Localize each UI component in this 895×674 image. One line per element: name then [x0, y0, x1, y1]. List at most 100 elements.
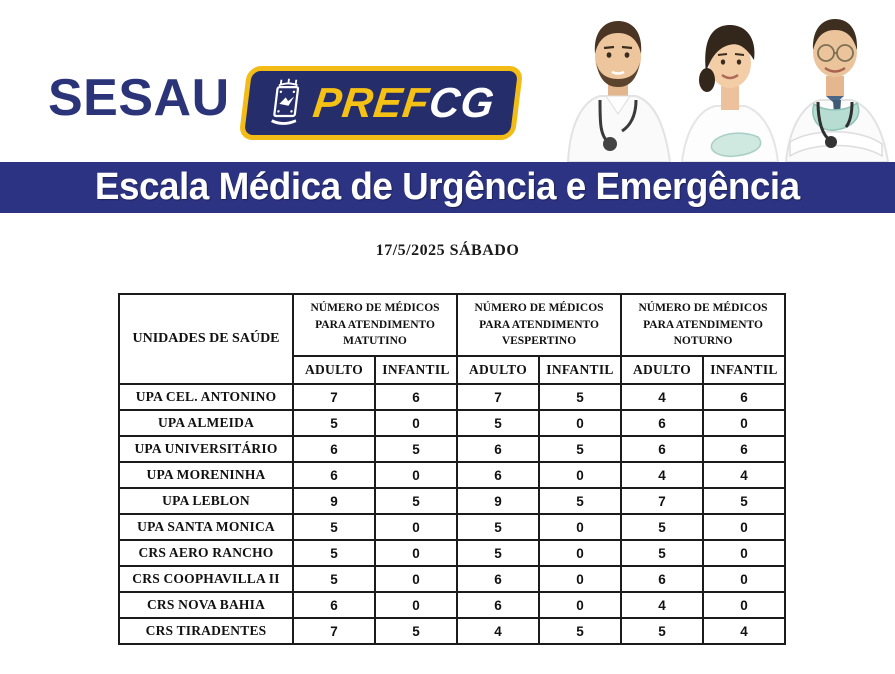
- city-crest-icon: [271, 78, 300, 125]
- cell-value: 0: [538, 513, 622, 541]
- cell-value: 0: [702, 539, 786, 567]
- sub-header-row: ADULTO INFANTIL ADULTO INFANTIL ADULTO I…: [119, 355, 786, 385]
- header: SESAU PREFCG: [0, 0, 895, 163]
- sub-header-adulto-vespertino: ADULTO: [456, 355, 540, 385]
- cell-value: 9: [456, 487, 540, 515]
- cell-value: 5: [702, 487, 786, 515]
- table-row: UPA ALMEIDA 5 0 5 0 6 0: [118, 409, 786, 437]
- cell-value: 0: [702, 409, 786, 437]
- cell-value: 0: [702, 565, 786, 593]
- cell-value: 0: [374, 513, 458, 541]
- cell-value: 5: [374, 487, 458, 515]
- cell-value: 5: [456, 513, 540, 541]
- cell-value: 6: [374, 383, 458, 411]
- cell-value: 5: [538, 487, 622, 515]
- col-header-matutino: NÚMERO DE MÉDICOS PARA ATENDIMENTO MATUT…: [292, 293, 458, 357]
- cell-value: 0: [374, 591, 458, 619]
- cell-value: 0: [702, 513, 786, 541]
- col-header-noturno: NÚMERO DE MÉDICOS PARA ATENDIMENTO NOTUR…: [620, 293, 786, 357]
- cell-value: 0: [538, 591, 622, 619]
- cell-value: 6: [702, 383, 786, 411]
- title-bar: Escala Médica de Urgência e Emergência: [0, 162, 895, 213]
- cell-value: 0: [538, 409, 622, 437]
- unit-name: UPA MORENINHA: [118, 461, 294, 489]
- cell-value: 7: [620, 487, 704, 515]
- sesau-logo: SESAU: [48, 69, 230, 127]
- table-row: UPA SANTA MONICA 5 0 5 0 5 0: [118, 513, 786, 541]
- cell-value: 5: [620, 539, 704, 567]
- cell-value: 6: [620, 435, 704, 463]
- prefcg-logo-text: PREFCG: [311, 79, 498, 127]
- cell-value: 6: [456, 461, 540, 489]
- cell-value: 5: [620, 513, 704, 541]
- cell-value: 6: [292, 435, 376, 463]
- unit-name: CRS NOVA BAHIA: [118, 591, 294, 619]
- cell-value: 5: [538, 435, 622, 463]
- col-header-vespertino: NÚMERO DE MÉDICOS PARA ATENDIMENTO VESPE…: [456, 293, 622, 357]
- cell-value: 5: [456, 409, 540, 437]
- prefcg-logo-badge: PREFCG: [238, 66, 524, 140]
- cell-value: 4: [702, 461, 786, 489]
- table-row: UPA LEBLON 9 5 9 5 7 5: [118, 487, 786, 515]
- cell-value: 5: [292, 539, 376, 567]
- table-row: UPA UNIVERSITÁRIO 6 5 6 5 6 6: [118, 435, 786, 463]
- doctor-left: [566, 21, 672, 163]
- table-row: CRS COOPHAVILLA II 5 0 6 0 6 0: [118, 565, 786, 593]
- cell-value: 6: [620, 565, 704, 593]
- cell-value: 4: [620, 461, 704, 489]
- date-heading: 17/5/2025 SÁBADO: [375, 242, 520, 259]
- cell-value: 9: [292, 487, 376, 515]
- unit-name: UPA LEBLON: [118, 487, 294, 515]
- cell-value: 6: [620, 409, 704, 437]
- doctor-middle: [680, 25, 780, 163]
- table-row: UPA CEL. ANTONINO 7 6 7 5 4 6: [118, 383, 786, 411]
- page-title: Escala Médica de Urgência e Emergência: [95, 166, 800, 208]
- cg-text: CG: [426, 79, 498, 126]
- cell-value: 5: [292, 409, 376, 437]
- col-header-unidades: UNIDADES DE SAÚDE: [118, 293, 294, 385]
- cell-value: 0: [538, 565, 622, 593]
- doctor-right: [784, 19, 890, 163]
- cell-value: 0: [374, 461, 458, 489]
- cell-value: 0: [374, 409, 458, 437]
- cell-value: 6: [292, 461, 376, 489]
- cell-value: 5: [374, 617, 458, 645]
- cell-value: 6: [456, 435, 540, 463]
- sub-header-infantil-noturno: INFANTIL: [702, 355, 786, 385]
- cell-value: 6: [292, 591, 376, 619]
- cell-value: 7: [292, 617, 376, 645]
- unit-name: UPA SANTA MONICA: [118, 513, 294, 541]
- table-row: CRS AERO RANCHO 5 0 5 0 5 0: [118, 539, 786, 567]
- doctors-photo: [530, 0, 895, 163]
- cell-value: 0: [374, 539, 458, 567]
- cell-value: 4: [620, 591, 704, 619]
- pref-text: PREF: [310, 79, 433, 126]
- cell-value: 7: [456, 383, 540, 411]
- table-row: CRS NOVA BAHIA 6 0 6 0 4 0: [118, 591, 786, 619]
- cell-value: 7: [292, 383, 376, 411]
- cell-value: 6: [456, 591, 540, 619]
- cell-value: 5: [538, 383, 622, 411]
- cell-value: 0: [538, 539, 622, 567]
- unit-name: CRS COOPHAVILLA II: [118, 565, 294, 593]
- unit-name: UPA UNIVERSITÁRIO: [118, 435, 294, 463]
- sub-header-infantil-vespertino: INFANTIL: [538, 355, 622, 385]
- cell-value: 0: [538, 461, 622, 489]
- cell-value: 5: [620, 617, 704, 645]
- cell-value: 5: [374, 435, 458, 463]
- sub-header-adulto-noturno: ADULTO: [620, 355, 704, 385]
- schedule-table: UNIDADES DE SAÚDE NÚMERO DE MÉDICOS PARA…: [118, 293, 786, 645]
- cell-value: 4: [702, 617, 786, 645]
- unit-name: CRS AERO RANCHO: [118, 539, 294, 567]
- table-row: UPA MORENINHA 6 0 6 0 4 4: [118, 461, 786, 489]
- table-row: CRS TIRADENTES 7 5 4 5 5 4: [118, 617, 786, 645]
- unit-name: UPA ALMEIDA: [118, 409, 294, 437]
- cell-value: 0: [374, 565, 458, 593]
- sub-header-infantil-matutino: INFANTIL: [374, 355, 458, 385]
- cell-value: 6: [456, 565, 540, 593]
- unit-name: UPA CEL. ANTONINO: [118, 383, 294, 411]
- cell-value: 6: [702, 435, 786, 463]
- cell-value: 5: [292, 513, 376, 541]
- cell-value: 4: [620, 383, 704, 411]
